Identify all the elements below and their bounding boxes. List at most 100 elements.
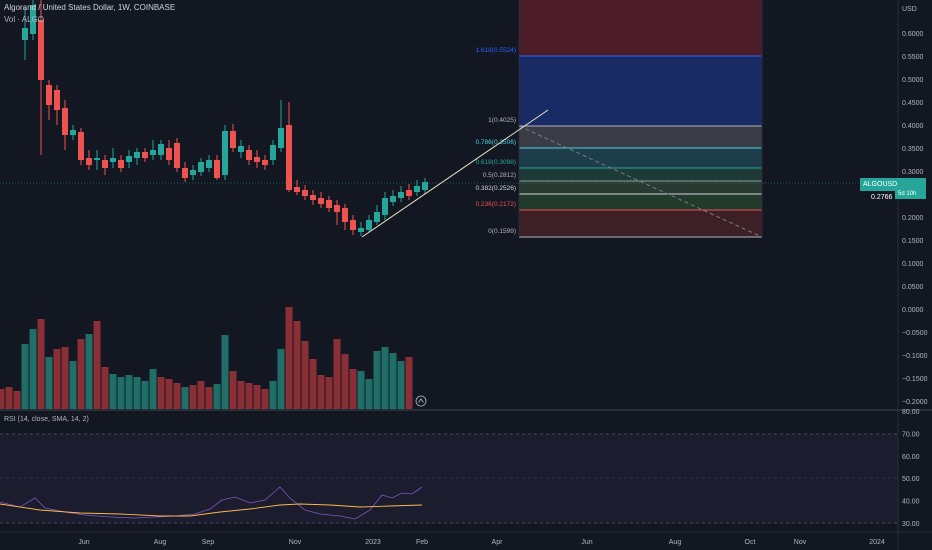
- candle-body[interactable]: [158, 144, 164, 155]
- candle-body[interactable]: [118, 160, 124, 168]
- candle-body[interactable]: [126, 156, 132, 162]
- price-tick: 0.5000: [902, 77, 924, 84]
- volume-bar: [325, 377, 333, 409]
- candle-body[interactable]: [414, 186, 420, 192]
- candle-body[interactable]: [222, 131, 228, 175]
- volume-bar: [293, 321, 301, 409]
- time-tick: 2024: [869, 539, 885, 546]
- fib-label-0236: 0.236(0.2172): [476, 201, 516, 208]
- volume-bar: [221, 335, 229, 409]
- volume-bar: [197, 381, 205, 409]
- volume-bar: [341, 354, 349, 409]
- candle-body[interactable]: [102, 160, 108, 168]
- candle-body[interactable]: [406, 190, 412, 196]
- volume-bars[interactable]: [0, 307, 413, 409]
- candle-body[interactable]: [278, 128, 284, 148]
- volume-bar: [77, 339, 85, 409]
- candle-body[interactable]: [86, 158, 92, 165]
- candle-body[interactable]: [294, 187, 300, 192]
- rsi-sma-line[interactable]: [0, 503, 423, 517]
- volume-bar: [157, 377, 165, 409]
- volume-bar: [53, 349, 61, 409]
- candle-body[interactable]: [286, 125, 292, 190]
- candle-body[interactable]: [382, 198, 388, 215]
- volume-bar: [309, 359, 317, 409]
- candle-body[interactable]: [366, 220, 372, 230]
- candle-body[interactable]: [262, 160, 268, 165]
- volume-bar: [189, 385, 197, 409]
- fib-zones[interactable]: [518, 0, 763, 238]
- candle-body[interactable]: [78, 132, 84, 160]
- time-axis[interactable]: Jun Aug Sep Nov 2023 Feb Apr Jun Aug Oct Nov 2024: [78, 539, 885, 546]
- volume-bar: [165, 379, 173, 409]
- candle-body[interactable]: [230, 131, 236, 148]
- candle-body[interactable]: [174, 143, 180, 168]
- rsi-tick: 40.00: [902, 499, 920, 506]
- volume-bar: [357, 371, 365, 409]
- candle-body[interactable]: [342, 208, 348, 222]
- volume-bar: [373, 351, 381, 409]
- candle-body[interactable]: [22, 28, 28, 40]
- replay-icon[interactable]: [415, 395, 427, 407]
- volume-bar: [173, 383, 181, 409]
- volume-bar: [181, 387, 189, 409]
- trend-line[interactable]: [361, 109, 549, 238]
- volume-bar: [261, 389, 269, 409]
- volume-bar: [253, 385, 261, 409]
- candle-body[interactable]: [38, 20, 44, 80]
- last-price: 0.2766: [871, 194, 893, 201]
- rsi-tick: 70.00: [902, 431, 920, 438]
- candle-body[interactable]: [110, 158, 116, 162]
- rsi-axis[interactable]: 80.00 70.00 60.00 50.00 40.00 30.00: [902, 409, 920, 528]
- candle-body[interactable]: [214, 160, 220, 178]
- candle-body[interactable]: [270, 145, 276, 160]
- volume-bar: [0, 389, 5, 409]
- candle-body[interactable]: [134, 152, 140, 158]
- candle-body[interactable]: [166, 148, 172, 160]
- time-tick: Feb: [416, 539, 428, 546]
- candle-body[interactable]: [390, 196, 396, 202]
- volume-bar: [245, 383, 253, 409]
- candle-body[interactable]: [30, 5, 36, 34]
- candle-body[interactable]: [198, 162, 204, 172]
- candle-body[interactable]: [46, 85, 52, 105]
- candle-body[interactable]: [54, 90, 60, 110]
- candle-body[interactable]: [190, 170, 196, 175]
- candle-body[interactable]: [206, 160, 212, 168]
- candle-body[interactable]: [318, 198, 324, 204]
- candle-body[interactable]: [422, 182, 428, 190]
- candle-body[interactable]: [334, 205, 340, 212]
- symbol-price-tag: ALGOUSD 0.2766: [860, 178, 926, 201]
- rsi-line[interactable]: [0, 486, 423, 520]
- candle-body[interactable]: [350, 220, 356, 230]
- candle-body[interactable]: [358, 228, 364, 232]
- candle-body[interactable]: [150, 150, 156, 155]
- fib-label-0618: 0.618(0.3098): [476, 159, 516, 166]
- rsi-panel[interactable]: [0, 433, 898, 524]
- candlesticks[interactable]: [22, 0, 428, 236]
- volume-bar: [149, 369, 157, 409]
- volume-bar: [141, 381, 149, 409]
- candle-body[interactable]: [70, 130, 76, 135]
- candle-body[interactable]: [398, 192, 404, 198]
- candle-body[interactable]: [182, 168, 188, 178]
- volume-bar: [277, 349, 285, 409]
- candle-body[interactable]: [326, 200, 332, 208]
- candle-body[interactable]: [142, 152, 148, 158]
- volume-bar: [365, 379, 373, 409]
- candle-body[interactable]: [310, 195, 316, 200]
- volume-bar: [229, 371, 237, 409]
- candle-body[interactable]: [238, 146, 244, 152]
- price-axis[interactable]: 0.6000 0.5500 0.5000 0.4500 0.4000 0.3500 0.30…: [902, 31, 928, 406]
- fib-label-1618: 1.618(0.5524): [476, 47, 516, 54]
- volume-label: Vol · ALGO: [4, 15, 45, 24]
- volume-bar: [85, 334, 93, 409]
- candle-body[interactable]: [246, 150, 252, 160]
- candle-body[interactable]: [254, 157, 260, 162]
- candle-body[interactable]: [374, 212, 380, 222]
- candle-body[interactable]: [302, 190, 308, 196]
- candle-body[interactable]: [94, 158, 100, 160]
- volume-bar: [45, 357, 53, 409]
- candle-body[interactable]: [62, 108, 68, 135]
